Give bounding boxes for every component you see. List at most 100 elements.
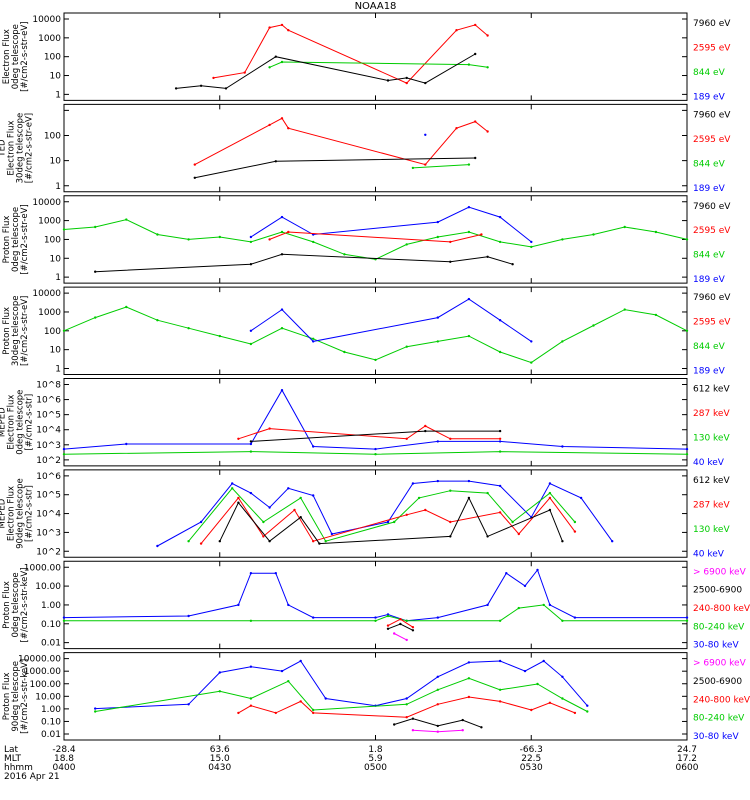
data-point: [374, 358, 377, 362]
data-point: [467, 206, 471, 209]
data-point: [461, 718, 464, 722]
y-tick-label: 100: [44, 53, 61, 63]
y-tick-label: 1000.00: [24, 563, 61, 573]
data-point: [274, 160, 277, 163]
data-point: [280, 23, 284, 27]
legend-entry: 844 eV: [693, 159, 726, 169]
data-point: [405, 619, 408, 622]
data-point: [467, 661, 471, 664]
data-point: [561, 675, 564, 678]
data-point: [486, 255, 489, 258]
data-point: [579, 496, 583, 500]
data-point: [561, 445, 564, 448]
data-point: [474, 156, 477, 160]
data-point: [417, 496, 421, 500]
y-tick-label: 10: [50, 346, 62, 356]
series-line: [393, 633, 407, 641]
data-point: [262, 520, 265, 524]
footer-row-label: Lat: [4, 745, 19, 755]
data-point: [187, 614, 190, 618]
data-point: [498, 659, 502, 663]
y-tick-label: 1000: [38, 34, 61, 44]
data-point: [386, 614, 390, 618]
y-tick-label: 10^2: [36, 547, 61, 557]
data-point: [268, 540, 271, 543]
footer-mlt: 18.8: [54, 754, 74, 764]
data-point: [249, 491, 253, 495]
data-point: [436, 440, 439, 443]
data-point: [498, 350, 502, 354]
series-line: [269, 231, 482, 243]
data-point: [62, 329, 66, 332]
data-point: [94, 710, 97, 713]
data-point: [318, 542, 321, 545]
data-point: [486, 603, 489, 607]
legend-entry: 240-800 keV: [693, 604, 750, 614]
data-point: [436, 479, 439, 483]
y-axis-label: Proton Flux: [2, 307, 12, 355]
data-point: [249, 572, 253, 575]
data-point: [280, 389, 284, 392]
y-tick-label: 100: [44, 327, 61, 337]
data-point: [374, 447, 377, 451]
data-point: [498, 440, 502, 443]
series-line: [95, 677, 588, 712]
data-point: [187, 540, 190, 543]
data-point: [517, 532, 520, 536]
footer-mlt: 15.0: [210, 754, 230, 764]
data-point: [237, 711, 240, 715]
y-tick-label: 10.00: [35, 582, 61, 592]
data-point: [436, 235, 439, 239]
y-axis-label: [#/cm2-s-str-keV]: [20, 567, 30, 642]
y-axis-label: Proton Flux: [2, 672, 12, 720]
legend-entry: 7960 eV: [693, 293, 731, 303]
y-tick-label: 10^4: [36, 426, 61, 436]
data-point: [187, 327, 190, 330]
y-tick-label: 1000: [38, 308, 61, 318]
panel-frame: [63, 286, 688, 375]
legend-entry: 612 keV: [693, 385, 730, 395]
y-tick-label: 10^8: [36, 381, 61, 391]
series-line: [64, 604, 687, 622]
data-point: [548, 491, 552, 495]
series-line: [194, 157, 476, 179]
y-tick-label: 10^5: [36, 491, 61, 501]
data-point: [386, 79, 390, 82]
data-point: [405, 697, 408, 700]
y-tick-label: 1.00: [41, 705, 61, 715]
data-point: [62, 616, 66, 619]
y-axis-label: Proton Flux: [2, 216, 12, 264]
data-point: [187, 238, 190, 241]
legend-entry: 287 keV: [693, 500, 730, 510]
y-axis-label: 30deg telescope: [11, 296, 21, 367]
data-point: [685, 447, 689, 451]
y-tick-label: 100: [44, 132, 61, 142]
data-point: [224, 87, 228, 90]
data-point: [280, 215, 284, 219]
y-tick-label: 10^2: [36, 456, 61, 466]
data-point: [343, 350, 346, 354]
data-point: [156, 233, 159, 236]
legend-entry: 30-80 keV: [693, 641, 739, 651]
data-point: [449, 520, 452, 524]
legend-entry: 189 eV: [693, 367, 726, 377]
panel-frame: [63, 560, 688, 650]
data-point: [467, 496, 471, 500]
panel-1: 10000 1000 100 10 1 Electron Flux 0deg telesco…: [2, 12, 731, 102]
y-axis-label: 90deg telescope: [11, 661, 21, 732]
legend-entry: 189 eV: [693, 275, 726, 285]
data-point: [405, 703, 408, 706]
data-point: [436, 703, 439, 706]
data-point: [287, 603, 290, 607]
y-tick-label: 0.10: [41, 620, 61, 630]
y-tick-label: 10: [50, 254, 62, 264]
data-point: [405, 513, 408, 516]
data-point: [237, 603, 240, 607]
data-point: [249, 704, 253, 707]
data-point: [324, 697, 327, 700]
data-point: [249, 440, 253, 443]
data-point: [424, 429, 427, 433]
data-point: [218, 690, 221, 693]
data-point: [411, 166, 415, 170]
footer-lat: 63.6: [210, 745, 230, 755]
